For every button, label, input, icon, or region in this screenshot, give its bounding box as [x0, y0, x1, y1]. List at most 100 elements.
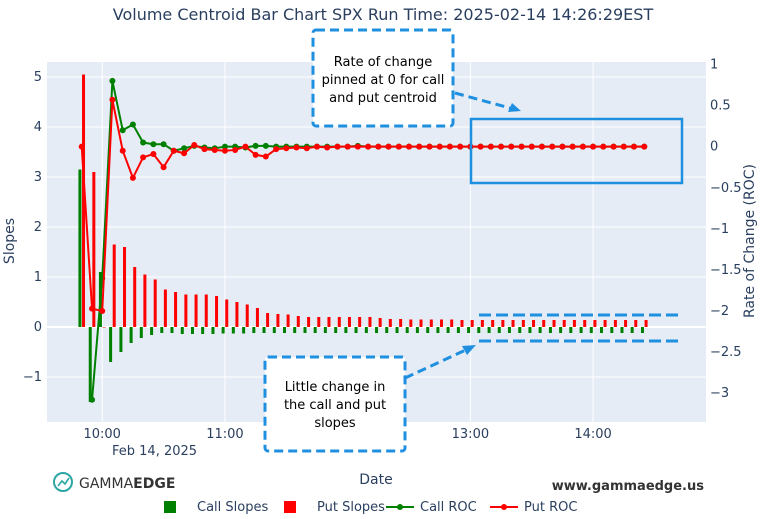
put-roc-marker — [262, 153, 269, 160]
put-slope-bar — [460, 320, 464, 327]
y2-tick-label: −1.5 — [710, 263, 742, 278]
call-slope-bar — [405, 327, 409, 333]
y2-tick-label: −2 — [710, 304, 729, 319]
put-slope-bar — [542, 320, 546, 327]
put-slope-bar — [603, 320, 607, 327]
put-slope-bar — [480, 320, 484, 327]
put-slope-bar — [552, 320, 556, 327]
put-roc-marker — [579, 143, 586, 150]
call-slope-bar — [467, 327, 471, 333]
logo-icon — [53, 472, 73, 492]
put-roc-marker — [140, 154, 147, 161]
put-roc-marker — [181, 150, 188, 157]
annotation-slopes-text: Little change in the call and put slopes — [284, 380, 386, 431]
put-slope-bar — [644, 320, 648, 327]
call-slope-bar — [293, 327, 297, 333]
put-slope-bar — [245, 304, 249, 327]
website-url: www.gammaedge.us — [552, 479, 705, 494]
call-slope-bar — [170, 327, 174, 333]
call-slope-bar — [456, 327, 460, 333]
annotation-boxes — [263, 28, 684, 453]
y2-tick-label: −2.5 — [710, 345, 742, 360]
legend: Call Slopes Put Slopes Call ROC Put ROC — [164, 500, 577, 515]
y2-tick-label: −0.5 — [710, 181, 742, 196]
call-slope-bar — [375, 327, 379, 333]
put-roc-marker — [436, 143, 443, 150]
put-slope-bar — [184, 294, 188, 327]
put-roc-marker — [426, 143, 433, 150]
put-roc-marker — [119, 147, 126, 154]
annotation-slopes-arrowhead — [462, 345, 476, 355]
call-roc-marker — [252, 142, 259, 149]
put-roc-marker — [160, 164, 167, 171]
call-slope-bar — [119, 327, 123, 352]
put-roc-marker — [528, 143, 535, 150]
annotation-slopes-line: Little change in — [285, 380, 386, 395]
call-slope-bar — [242, 327, 246, 334]
x-tick-label: 11:00 — [206, 427, 243, 442]
put-slope-bar — [215, 296, 219, 327]
put-slope-bar — [583, 320, 587, 327]
put-slope-bar — [276, 314, 280, 327]
legend-call-slopes-swatch — [164, 501, 176, 513]
call-slope-bar — [446, 327, 450, 333]
call-roc-marker — [181, 145, 188, 152]
y2-tick-label: −1 — [710, 222, 729, 237]
call-slope-bar — [415, 327, 419, 333]
put-roc-marker — [170, 147, 177, 154]
put-slope-bar — [368, 317, 372, 327]
call-roc-marker — [119, 127, 126, 134]
x-date-label: Feb 14, 2025 — [112, 444, 197, 459]
put-slope-bar — [399, 319, 403, 327]
put-roc-marker — [406, 143, 413, 150]
put-roc-marker — [313, 143, 320, 150]
put-slope-bar — [255, 308, 259, 327]
call-slope-bar — [528, 327, 532, 333]
logo-prefix: GAMMA — [79, 476, 134, 492]
put-roc-marker — [600, 143, 607, 150]
put-slope-bar — [327, 317, 331, 327]
call-slope-bar — [78, 169, 82, 327]
put-roc-marker — [487, 143, 494, 150]
annotation-slopes-line: slopes — [314, 416, 356, 431]
put-slope-bar — [501, 320, 505, 327]
call-slope-bar — [221, 327, 225, 334]
put-slope-bar — [419, 319, 423, 327]
put-roc-marker — [375, 143, 382, 150]
put-roc-marker — [354, 143, 361, 150]
put-slope-bar — [153, 279, 157, 327]
annotation-roc-text: Rate of change pinned at 0 for call and … — [322, 55, 445, 106]
y-tick-label: 5 — [34, 70, 42, 85]
y2-axis-title: Rate of Change (ROC) — [742, 164, 758, 318]
call-slope-bar — [364, 327, 368, 333]
legend-call-roc-marker — [397, 504, 403, 510]
call-slope-bar — [507, 327, 511, 333]
put-roc-marker — [446, 143, 453, 150]
x-axis-title: Date — [359, 472, 392, 488]
call-slope-bar — [579, 327, 583, 333]
put-roc-marker — [630, 143, 637, 150]
put-roc-marker — [324, 144, 331, 151]
put-slope-bar — [624, 320, 628, 327]
put-roc-marker — [610, 143, 617, 150]
roc-highlight-box — [469, 117, 684, 185]
call-slope-bar — [252, 327, 256, 333]
call-slope-bar — [303, 327, 307, 333]
annotation-roc-line: and put centroid — [329, 91, 437, 106]
put-roc-marker — [78, 143, 85, 150]
put-roc-marker — [590, 143, 597, 150]
put-slope-bar — [388, 319, 392, 327]
call-roc-marker — [150, 141, 157, 148]
y2-tick-label: 0.5 — [710, 99, 731, 114]
put-slope-bar — [225, 299, 229, 327]
put-roc-marker — [620, 143, 627, 150]
put-slope-bar — [532, 320, 536, 327]
call-slope-bar — [640, 327, 644, 333]
call-roc-marker — [262, 142, 269, 149]
call-slope-bar — [150, 327, 154, 335]
put-roc-marker — [365, 143, 372, 150]
put-roc-marker — [477, 143, 484, 150]
call-roc-marker — [221, 143, 228, 150]
put-roc-marker — [518, 143, 525, 150]
